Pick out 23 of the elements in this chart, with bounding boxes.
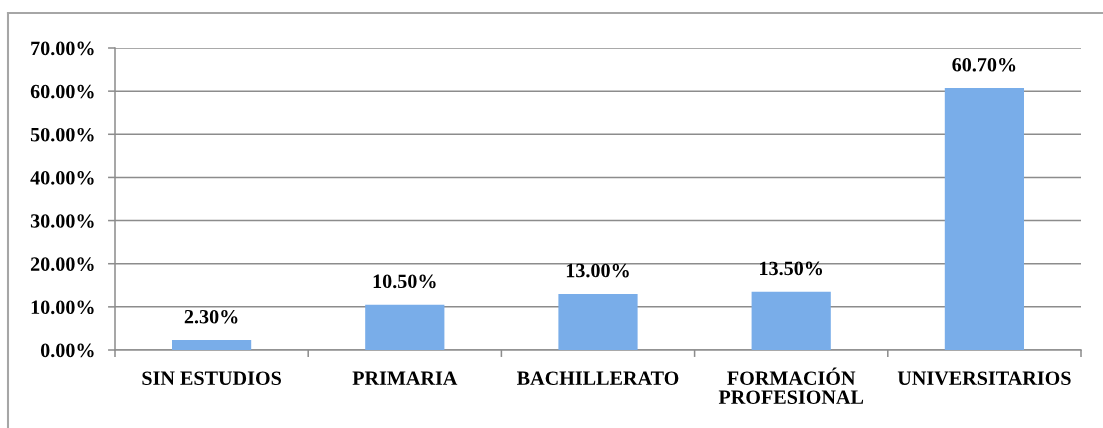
y-tick-label: 10.00% <box>31 300 94 315</box>
data-label: 13.00% <box>566 263 629 278</box>
bar <box>365 304 445 350</box>
data-label: 60.70% <box>952 57 1016 72</box>
data-label: 2.30% <box>184 309 238 324</box>
x-tick-label: SIN ESTUDIOS <box>142 371 281 386</box>
bar <box>558 293 638 350</box>
y-tick-label: 50.00% <box>30 127 94 142</box>
y-tick-label: 30.00% <box>30 214 94 228</box>
y-tick-label: 0.00% <box>40 343 94 358</box>
x-tick-label: BACHILLERATO <box>517 371 679 386</box>
bar <box>944 88 1025 350</box>
y-tick-label: 60.00% <box>30 84 94 99</box>
bar <box>171 340 252 350</box>
y-tick-label: 70.00% <box>31 41 94 56</box>
y-tick-label: 40.00% <box>30 171 94 185</box>
y-tick-label: 20.00% <box>30 257 94 271</box>
data-label: 10.50% <box>373 274 436 289</box>
x-tick-label: PRIMARIA <box>352 371 458 385</box>
x-tick-label: UNIVERSITARIOS <box>897 371 1071 386</box>
x-tick-label: FORMACIÓN PROFESIONAL <box>718 367 864 404</box>
bar <box>751 291 831 350</box>
data-label: 13.50% <box>760 261 823 276</box>
